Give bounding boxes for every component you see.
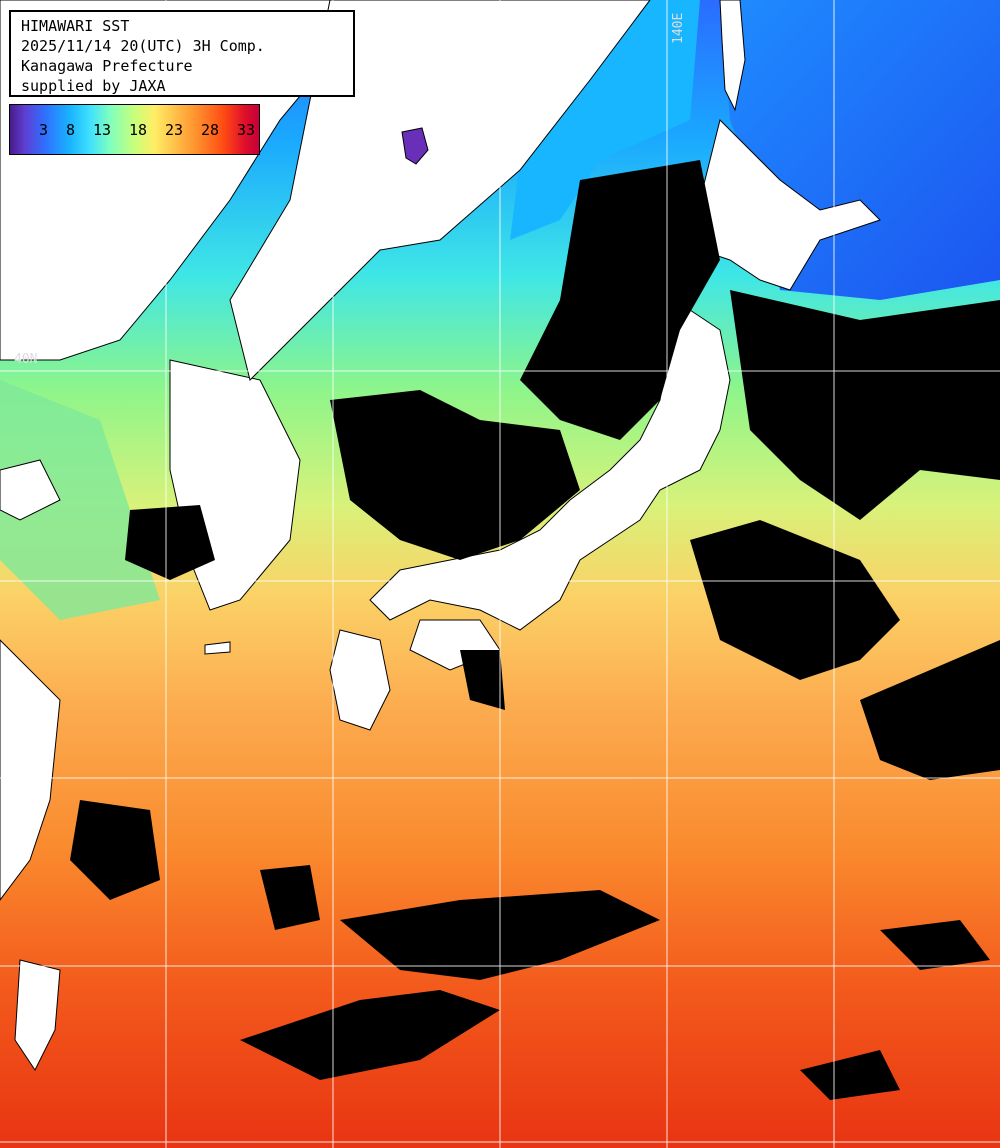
cool-water-yellow-sea — [0, 380, 160, 620]
title-line-datetime: 2025/11/14 20(UTC) 3H Comp. — [21, 37, 265, 55]
colorbar-label: 28 — [200, 120, 219, 139]
cloud-mask — [70, 160, 1000, 1100]
longitude-label-140e: 140E — [671, 12, 686, 44]
title-line-credit: supplied by JAXA — [21, 77, 166, 95]
temperature-colorbar: 3 8 13 18 23 28 33 — [9, 104, 260, 155]
island-dark-spot — [401, 127, 429, 165]
colorbar-label: 3 — [39, 120, 49, 139]
korea-land — [0, 459, 61, 521]
colorbar-label: 23 — [164, 120, 183, 139]
jeju-land — [204, 641, 231, 655]
kyushu-land — [329, 629, 391, 731]
china-coast-land — [0, 639, 61, 901]
colorbar-label: 8 — [65, 120, 75, 139]
colorbar-labels: 3 8 13 18 23 28 33 — [10, 105, 259, 154]
title-line-prefecture: Kanagawa Prefecture — [21, 57, 193, 75]
taiwan-land — [14, 959, 61, 1071]
colorbar-label: 33 — [236, 120, 255, 139]
colorbar-label: 13 — [92, 120, 111, 139]
title-line-product: HIMAWARI SST — [21, 17, 130, 35]
honshu-land — [369, 309, 731, 631]
sakhalin-land — [719, 0, 746, 112]
colorbar-label: 18 — [128, 120, 147, 139]
title-box: HIMAWARI SST 2025/11/14 20(UTC) 3H Comp.… — [9, 10, 355, 97]
latitude-label-40n: 40N — [14, 352, 38, 367]
